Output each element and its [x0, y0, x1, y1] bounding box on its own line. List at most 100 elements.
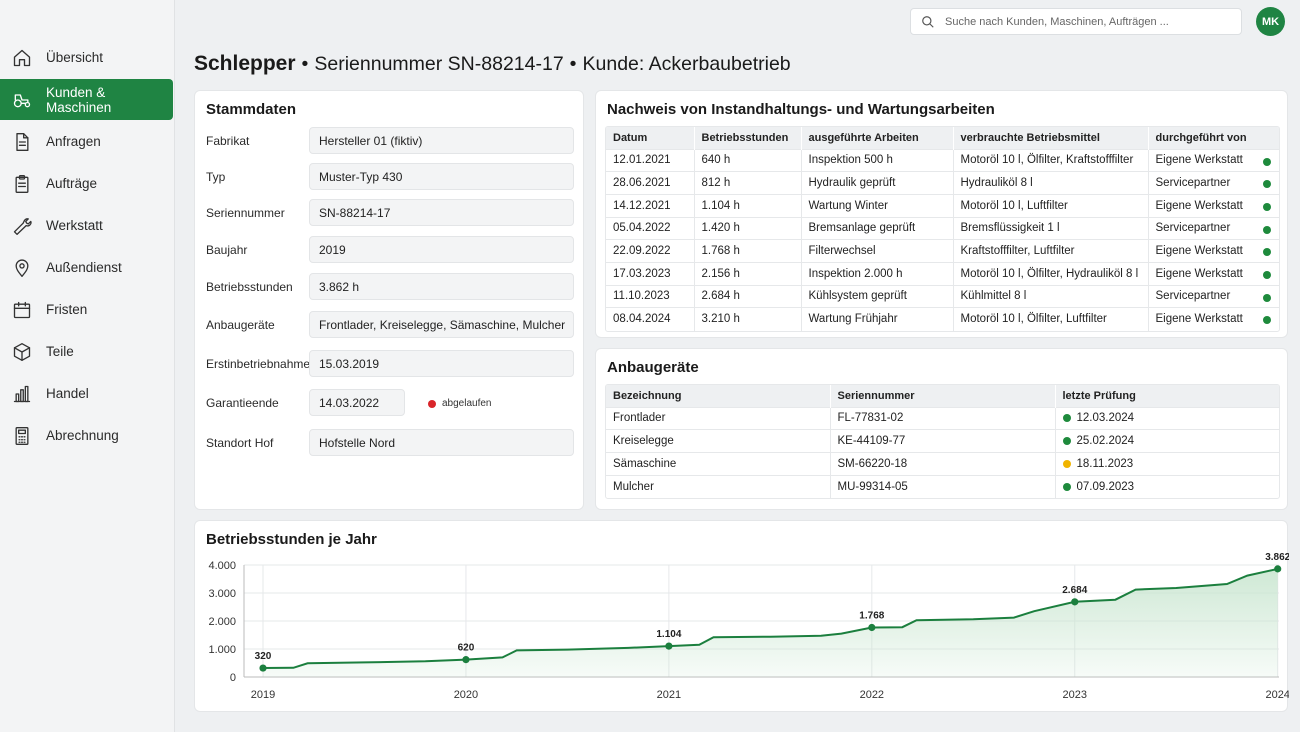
sidebar-item-auftraege[interactable]: Aufträge [0, 163, 173, 204]
y-tick-label: 0 [230, 672, 236, 684]
status-badge: abgelaufen [428, 398, 492, 409]
column-header[interactable]: durchgeführt von [1148, 127, 1279, 149]
cell-text: 2.156 h [701, 267, 740, 280]
sidebar-item-abrechnung[interactable]: Abrechnung [0, 415, 173, 456]
field-value[interactable]: 2019 [309, 236, 574, 263]
column-header[interactable]: verbrauchte Betriebsmittel [953, 127, 1149, 149]
table-row[interactable]: Sämaschine SM-66220-18 18.11.2023 [606, 451, 1279, 476]
table-row[interactable]: 14.12.2021 1.104 h Wartung Winter Motoröl 1… [606, 193, 1279, 218]
status-dot-icon [1263, 316, 1271, 325]
table-cell: 28.06.2021 [606, 171, 695, 195]
cell-text: 1.768 h [701, 245, 740, 258]
field-value[interactable]: 3.862 h [309, 273, 574, 300]
sidebar-item-uebersicht[interactable]: Übersicht [0, 37, 173, 78]
table-row[interactable]: 22.09.2022 1.768 h Filterwechsel Kraftstoff… [606, 239, 1279, 263]
sidebar-item-fristen[interactable]: Fristen [0, 289, 173, 330]
table-cell: Bremsanlage geprüft [801, 216, 954, 240]
column-header[interactable]: Seriennummer [830, 385, 1056, 407]
table-cell: Inspektion 2.000 h [801, 261, 954, 286]
table-row[interactable]: Kreiselegge KE-44109-77 25.02.2024 [606, 429, 1279, 453]
field-value[interactable]: 14.03.2022 [309, 389, 405, 416]
column-header[interactable]: Datum [606, 127, 695, 149]
cell-text: Kraftstofffilter, Luftfilter [960, 245, 1075, 258]
table-cell: 640 h [694, 148, 802, 172]
sidebar-item-anfragen[interactable]: Anfragen [0, 121, 173, 162]
column-header[interactable]: letzte Prüfung [1055, 385, 1279, 407]
cell-text: 25.02.2024 [1076, 435, 1135, 448]
table-cell: Eigene Werkstatt [1148, 261, 1279, 286]
cell-text: Eigene Werkstatt [1155, 154, 1243, 167]
field-value[interactable]: 15.03.2019 [309, 350, 574, 377]
table-row[interactable]: 05.04.2022 1.420 h Bremsanlage geprüft Brem… [606, 216, 1279, 240]
wartung-card: Nachweis von Instandhaltungs- und Wartun… [595, 90, 1288, 338]
page-title: Schlepper • Seriennummer SN-88214-17 • Kunde… [194, 52, 791, 76]
field-betriebsstunden: Betriebsstunden 3.862 h [206, 273, 576, 301]
sidebar-item-label: Abrechnung [46, 428, 119, 443]
separator: • [301, 53, 309, 75]
table-cell: Kühlmittel 8 l [953, 284, 1149, 308]
sidebar: Übersicht Kunden & Maschinen Anfragen Au… [0, 0, 175, 732]
table-cell: Servicepartner [1148, 284, 1279, 308]
table-cell: KE-44109-77 [830, 429, 1056, 453]
sidebar-item-werkstatt[interactable]: Werkstatt [0, 205, 173, 246]
sidebar-item-teile[interactable]: Teile [0, 331, 173, 372]
stammdaten-card: Stammdaten Fabrikat Hersteller 01 (fikti… [194, 90, 584, 510]
table-row[interactable]: 11.10.2023 2.684 h Kühlsystem geprüft Kühlm… [606, 284, 1279, 308]
anbaugeraete-card: Anbaugeräte Bezeichnung Seriennummer let… [595, 348, 1288, 510]
table-cell: 2.684 h [694, 284, 802, 308]
cell-text: 812 h [701, 177, 731, 190]
field-value[interactable]: Hersteller 01 (fiktiv) [309, 127, 574, 154]
sidebar-item-label: Kunden & Maschinen [46, 84, 112, 115]
table-cell: 11.10.2023 [606, 284, 695, 308]
column-header[interactable]: ausgeführte Arbeiten [801, 127, 954, 149]
status-dot-icon [1062, 482, 1071, 491]
sidebar-item-aussendienst[interactable]: Außendienst [0, 247, 173, 288]
field-label: Erstinbetriebnahme [206, 357, 311, 371]
cell-text: Eigene Werkstatt [1155, 199, 1243, 212]
cell-text: Motoröl 10 l, Ölfilter, Kraftstofffilter [960, 154, 1134, 167]
cell-text: Eigene Werkstatt [1155, 245, 1243, 258]
sidebar-item-label: Fristen [46, 302, 88, 317]
home-icon [13, 49, 31, 66]
table-cell: 05.04.2022 [606, 216, 695, 240]
table-cell: Motoröl 10 l, Ölfilter, Kraftstofffilter [953, 148, 1149, 172]
cell-text: MU-99314-05 [837, 480, 908, 493]
cell-text: SM-66220-18 [837, 457, 908, 470]
status-dot-icon [1263, 293, 1271, 302]
table-cell: 17.03.2023 [606, 261, 695, 286]
table-row[interactable]: 17.03.2023 2.156 h Inspektion 2.000 h Motor… [606, 261, 1279, 286]
table-row[interactable]: 08.04.2024 3.210 h Wartung Frühjahr Motoröl… [606, 307, 1279, 331]
status-dot-icon [1263, 270, 1271, 279]
field-label: Anbaugeräte [206, 318, 275, 332]
table-row[interactable]: 12.01.2021 640 h Inspektion 500 h Motoröl 1… [606, 148, 1279, 172]
cell-text: 2.684 h [701, 290, 740, 303]
search-input[interactable] [945, 15, 1235, 28]
table-cell: Motoröl 10 l, Ölfilter, Hydrauliköl 8 l [953, 261, 1149, 286]
series-area [263, 568, 1278, 677]
sidebar-item-handel[interactable]: Handel [0, 373, 173, 414]
field-fabrikat: Fabrikat Hersteller 01 (fiktiv) [206, 127, 576, 155]
cell-text: Sämaschine [613, 457, 677, 470]
machine-type: Schlepper [194, 52, 296, 75]
field-value[interactable]: SN-88214-17 [309, 199, 574, 226]
column-header[interactable]: Betriebsstunden [694, 127, 802, 149]
avatar[interactable]: MK [1256, 7, 1285, 36]
table-row[interactable]: Frontlader FL-77831-02 12.03.2024 [606, 406, 1279, 430]
cell-text: Hydrauliköl 8 l [960, 177, 1033, 190]
separator: • [569, 53, 577, 75]
field-value[interactable]: Hofstelle Nord [309, 429, 574, 456]
calculator-icon [15, 426, 29, 445]
table-row[interactable]: 28.06.2021 812 h Hydraulik geprüft Hydrauli… [606, 171, 1279, 195]
cell-text: KE-44109-77 [837, 435, 906, 448]
table-row[interactable]: Mulcher MU-99314-05 07.09.2023 [606, 474, 1279, 498]
cell-text: 3.210 h [701, 313, 740, 326]
field-value[interactable]: Muster-Typ 430 [309, 163, 574, 190]
status-dot-icon [1062, 414, 1071, 423]
search-box[interactable] [910, 8, 1242, 35]
column-header[interactable]: Bezeichnung [606, 385, 831, 407]
field-value[interactable]: Frontlader, Kreiselegge, Sämaschine, Mul… [309, 311, 574, 338]
chart-card: Betriebsstunden je Jahr 0 1.000 2.000 3.000… [194, 520, 1289, 712]
sidebar-item-kunden-maschinen[interactable]: Kunden & Maschinen [0, 79, 173, 120]
cell-text: Hydraulik geprüft [808, 177, 896, 190]
table-cell: 2.156 h [694, 261, 802, 286]
